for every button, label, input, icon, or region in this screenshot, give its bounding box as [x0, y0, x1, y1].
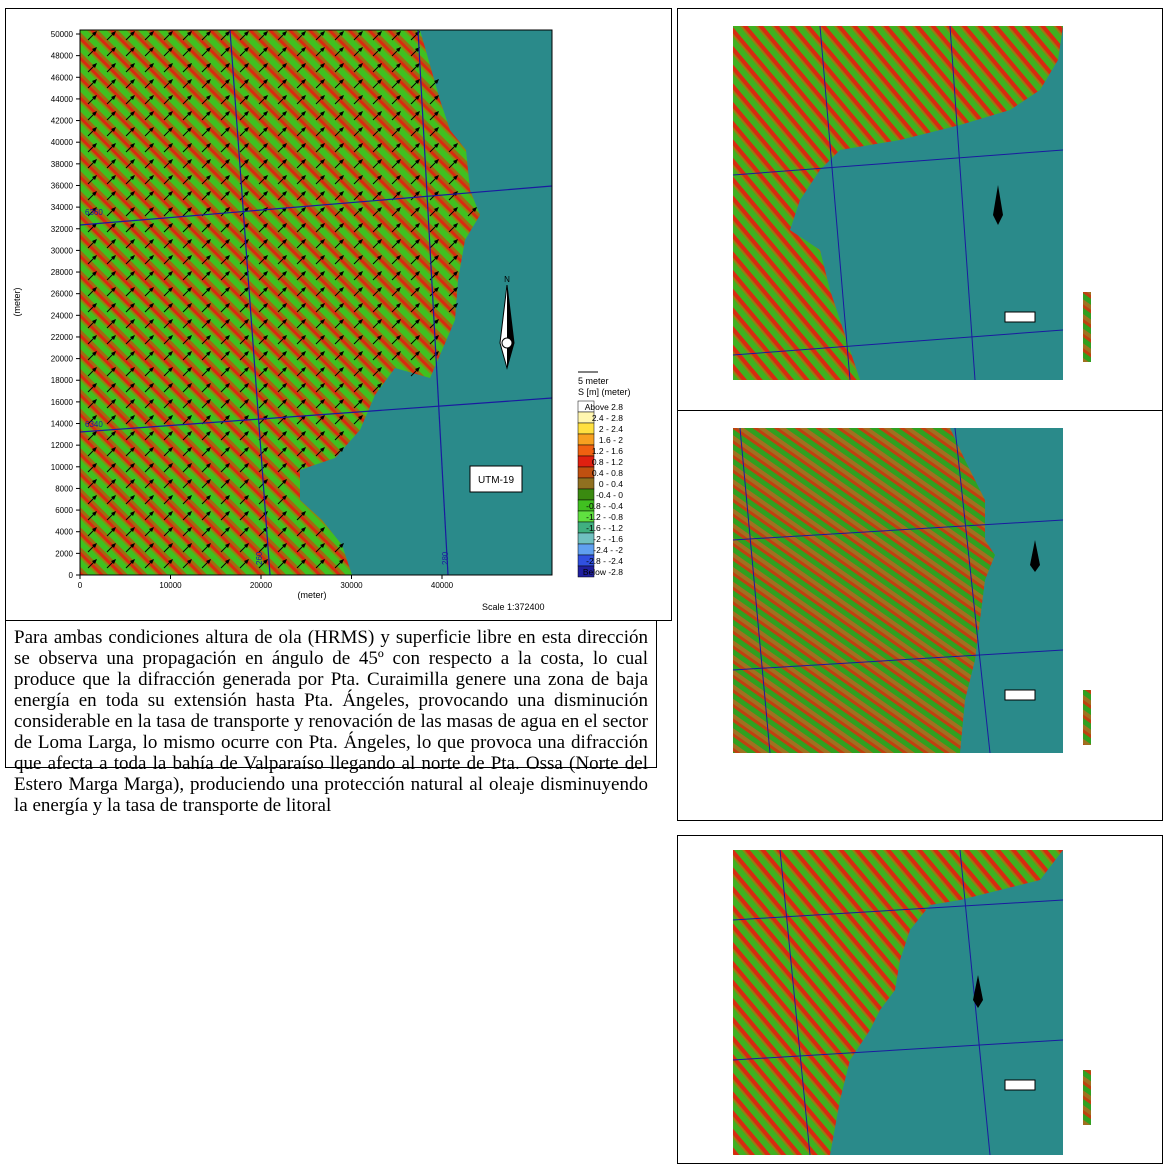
- y-tick-label: 18000: [51, 376, 74, 385]
- panel-waves: [733, 428, 995, 753]
- projection-label: UTM-19: [478, 475, 515, 486]
- y-tick-label: 30000: [51, 246, 74, 255]
- y-tick-label: 50000: [51, 30, 74, 39]
- scale-label: Scale 1:372400: [482, 602, 545, 612]
- y-tick-label: 4000: [55, 528, 73, 537]
- legend-label: 1.2 - 1.6: [592, 446, 623, 456]
- y-tick-label: 32000: [51, 225, 74, 234]
- legend-swatch: [578, 423, 594, 434]
- legend-label: -0.4 - 0: [596, 490, 623, 500]
- x-axis-label: (meter): [298, 590, 327, 600]
- y-tick-label: 12000: [51, 441, 74, 450]
- panel-box: [1005, 690, 1035, 700]
- page: {"figure":{"y_axis_label":"(meter)","x_a…: [0, 0, 1163, 1174]
- grid-label: 280: [441, 551, 450, 565]
- legend-swatch: [578, 434, 594, 445]
- y-tick-label: 38000: [51, 160, 74, 169]
- panel-box: [1005, 312, 1035, 322]
- legend-label: 0 - 0.4: [599, 479, 623, 489]
- y-tick-label: 22000: [51, 333, 74, 342]
- y-tick-label: 16000: [51, 398, 74, 407]
- y-axis-label: (meter): [12, 287, 22, 316]
- grid-label: 6360: [85, 208, 103, 217]
- legend-label: 0.4 - 0.8: [592, 468, 623, 478]
- grid-label: 6340: [85, 420, 103, 429]
- legend-label: 2.4 - 2.8: [592, 413, 623, 423]
- legend-label: -2.4 - -2: [593, 545, 623, 555]
- legend-label: 0.8 - 1.2: [592, 457, 623, 467]
- y-tick-label: 26000: [51, 290, 74, 299]
- x-tick-label: 40000: [431, 581, 454, 590]
- y-tick-label: 2000: [55, 549, 73, 558]
- y-tick-label: 34000: [51, 203, 74, 212]
- y-tick-label: 6000: [55, 506, 73, 515]
- y-tick-label: 44000: [51, 95, 74, 104]
- legend-label: -1.2 - -0.8: [586, 512, 623, 522]
- legend-swatch: [578, 544, 594, 555]
- legend-label: -2.8 - -2.4: [586, 556, 623, 566]
- legend-label: -2 - -1.6: [593, 534, 623, 544]
- legend-label: 1.6 - 2: [599, 435, 623, 445]
- panel-legend: [1083, 690, 1091, 745]
- y-tick-label: 40000: [51, 138, 74, 147]
- north-label: N: [504, 275, 510, 284]
- y-tick-label: 10000: [51, 463, 74, 472]
- legend-title: S [m] (meter): [578, 387, 631, 397]
- y-tick-label: 46000: [51, 73, 74, 82]
- x-tick-label: 10000: [159, 581, 182, 590]
- legend-label: Below -2.8: [583, 567, 623, 577]
- paragraph: Para ambas condiciones altura de ola (HR…: [5, 620, 657, 768]
- x-tick-label: 0: [78, 581, 83, 590]
- y-tick-label: 48000: [51, 52, 74, 61]
- x-tick-label: 30000: [340, 581, 363, 590]
- x-tick-label: 20000: [250, 581, 273, 590]
- y-tick-label: 8000: [55, 484, 73, 493]
- legend-swatch: [578, 478, 594, 489]
- panel-box: [1005, 1080, 1035, 1090]
- y-tick-label: 0: [69, 571, 74, 580]
- grid-label: 260: [255, 551, 264, 565]
- legend-label: -1.6 - -1.2: [586, 523, 623, 533]
- legend-swatch: [578, 533, 594, 544]
- legend-label: Above 2.8: [585, 402, 624, 412]
- y-tick-label: 42000: [51, 117, 74, 126]
- legend-label: -0.8 - -0.4: [586, 501, 623, 511]
- y-tick-label: 20000: [51, 355, 74, 364]
- legend-swatch: [578, 489, 594, 500]
- y-tick-label: 14000: [51, 420, 74, 429]
- panel-legend: [1083, 1070, 1091, 1125]
- y-tick-label: 24000: [51, 311, 74, 320]
- panel-legend: [1083, 292, 1091, 362]
- vector-scale: 5 meter: [578, 376, 609, 386]
- figure-canvas: Above 2.82.4 - 2.82 - 2.41.6 - 21.2 - 1.…: [0, 0, 1163, 1174]
- legend-label: 2 - 2.4: [599, 424, 623, 434]
- y-tick-label: 36000: [51, 181, 74, 190]
- y-tick-label: 28000: [51, 268, 74, 277]
